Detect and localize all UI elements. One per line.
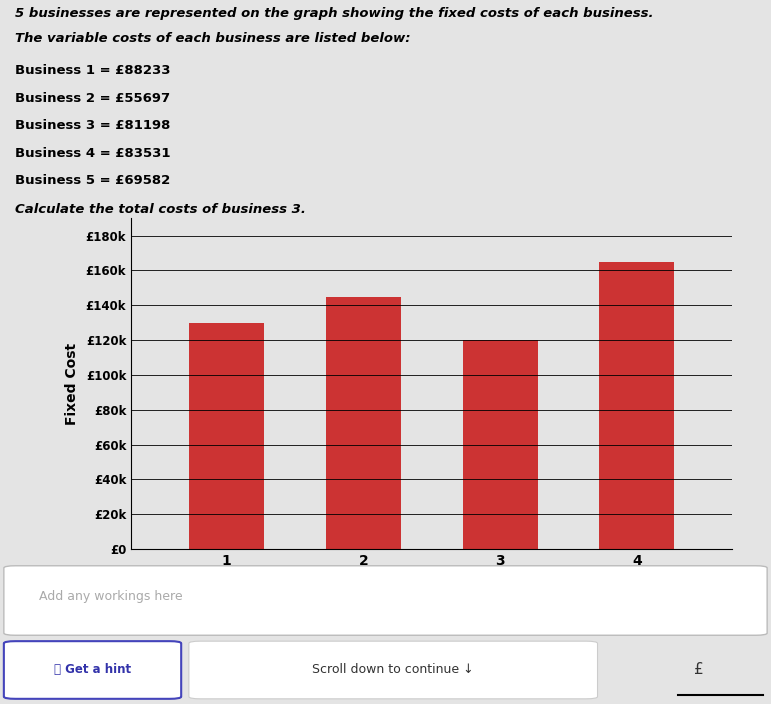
Text: Add any workings here: Add any workings here bbox=[39, 589, 182, 603]
Text: Business 2 = £55697: Business 2 = £55697 bbox=[15, 92, 170, 105]
Text: Calculate the total costs of business 3.: Calculate the total costs of business 3. bbox=[15, 203, 306, 216]
Text: Business 3 = £81198: Business 3 = £81198 bbox=[15, 119, 171, 132]
FancyBboxPatch shape bbox=[4, 566, 767, 635]
Text: Scroll down to continue ↓: Scroll down to continue ↓ bbox=[312, 663, 474, 677]
Text: Business 1 = £88233: Business 1 = £88233 bbox=[15, 64, 171, 77]
Bar bbox=[189, 322, 264, 549]
FancyBboxPatch shape bbox=[4, 641, 181, 699]
Bar bbox=[599, 262, 675, 549]
Text: £: £ bbox=[694, 662, 704, 677]
Text: Business 5 = £69582: Business 5 = £69582 bbox=[15, 175, 170, 187]
Text: Business 4 = £83531: Business 4 = £83531 bbox=[15, 147, 171, 160]
Y-axis label: Fixed Cost: Fixed Cost bbox=[65, 343, 79, 425]
FancyBboxPatch shape bbox=[189, 641, 598, 699]
X-axis label: Business: Business bbox=[397, 574, 466, 588]
Text: 5 businesses are represented on the graph showing the fixed costs of each busine: 5 businesses are represented on the grap… bbox=[15, 7, 654, 20]
Bar bbox=[326, 296, 401, 549]
Text: The variable costs of each business are listed below:: The variable costs of each business are … bbox=[15, 32, 411, 44]
Text: ⭘ Get a hint: ⭘ Get a hint bbox=[54, 663, 131, 677]
Bar bbox=[463, 340, 537, 549]
